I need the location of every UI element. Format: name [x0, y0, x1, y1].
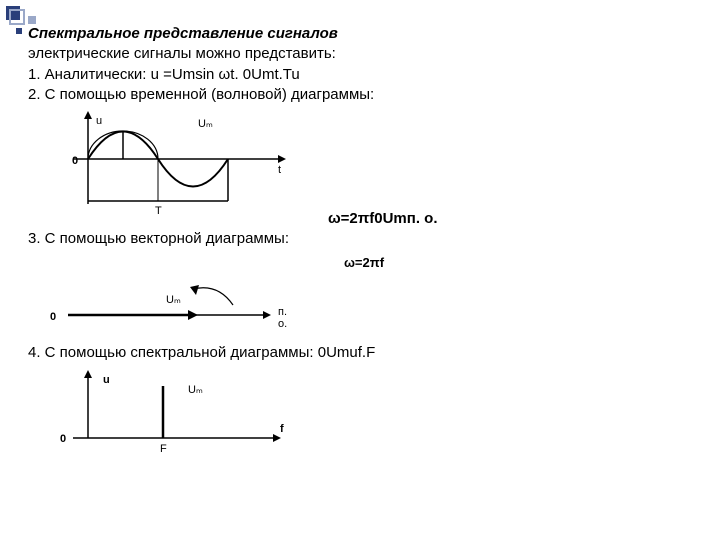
wave-T-label: T: [155, 205, 162, 217]
spec-F: F: [160, 443, 167, 455]
wave-u-label: u: [96, 115, 102, 127]
vec-um: Uₘ: [166, 294, 181, 306]
item-1: 1. Аналитически: u =Umsin ωt. 0Umt.Tu: [28, 65, 700, 85]
item-4: 4. С помощью спектральной диаграммы: 0Um…: [28, 343, 700, 363]
spec-zero: 0: [60, 433, 66, 445]
wave-t-label: t: [278, 164, 281, 176]
vector-formula: ω=2πf: [28, 254, 700, 272]
slide-content: Спектральное представление сигналов элек…: [0, 0, 720, 464]
vec-po-2: о.: [278, 318, 287, 330]
wave-zero-label: 0: [72, 155, 78, 167]
omega-formula: ω=2πf0Umп. о.: [328, 209, 438, 229]
spec-f: f: [280, 423, 284, 435]
item-3: 3. С помощью векторной диаграммы:: [28, 229, 700, 249]
item-2: 2. С помощью временной (волновой) диагра…: [28, 85, 700, 105]
intro-line: электрические сигналы можно представить:: [28, 44, 700, 64]
vec-zero: 0: [50, 311, 56, 323]
spec-u: u: [103, 374, 110, 386]
title: Спектральное представление сигналов: [28, 25, 338, 42]
corner-decoration: [6, 6, 56, 51]
spectral-diagram: u Uₘ 0 f F: [48, 368, 700, 464]
spec-um: Uₘ: [188, 384, 203, 396]
vector-diagram: 0 Uₘ п. о.: [38, 275, 700, 341]
vec-po-1: п.: [278, 306, 287, 318]
wave-um-label: Uₘ: [198, 118, 213, 130]
